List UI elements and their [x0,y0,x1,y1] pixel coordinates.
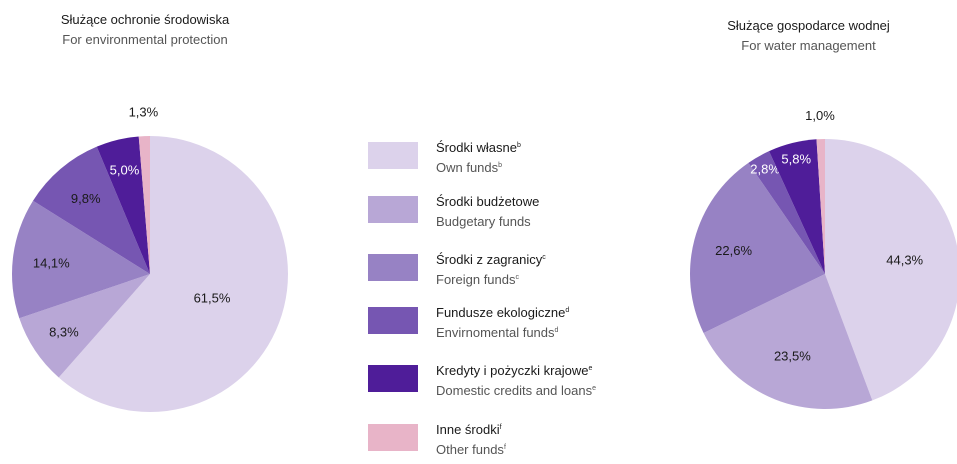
pie-slice-inne-srodki [138,136,150,274]
left-chart-title: Służące ochronie środowiska For environm… [0,10,290,50]
pie-slice-srodki-wlasne [825,139,957,401]
legend-label-en: Other funds [436,442,504,457]
legend-footnote: d [554,327,559,334]
legend-item-budgetary-funds: Środki budżetowe Budgetary funds [368,192,628,232]
legend-footnote: c [515,274,520,281]
left-chart-title-pl: Służące ochronie środowiska [60,12,230,27]
pie-slice-srodki-budzetowe [703,274,873,409]
legend-label-pl: Inne środki [436,422,500,437]
legend-label-pl: Fundusze ekologiczne [436,305,566,320]
legend-footnote: b [516,142,521,149]
legend-label-pl: Kredyty i pożyczki krajowe [436,363,589,378]
legend-label-pl: Środki własne [436,140,517,155]
legend-item-own-funds: Środki własneb Own fundsb [368,138,628,178]
legend-footnote: f [503,444,506,451]
legend-footnote: f [499,424,502,431]
pie-label-srodki-z-zagranicy: 14,1% [33,256,70,271]
legend-label-en: Envirnomental funds [436,325,555,340]
pie-label-fundusze-ekologiczne: 2,8% [750,161,780,176]
legend-footnote: c [542,254,546,261]
legend-label-en: Domestic credits and loans [436,383,593,398]
legend-swatch-domestic-credits [368,365,418,392]
pie-slice-fundusze-ekologiczne [33,146,150,274]
legend-swatch-other-funds [368,424,418,451]
pie-slice-kredyty-i-pozyczki-krajowe [96,136,150,274]
legend-item-domestic-credits: Kredyty i pożyczki krajowee Domestic cre… [368,361,628,401]
pie-slice-srodki-z-zagranicy [689,162,825,334]
legend-item-foreign-funds: Środki z zagranicyc Foreign fundsc [368,250,628,290]
legend-swatch-budgetary-funds [368,196,418,223]
pie-label-kredyty-i-pozyczki-krajowe: 5,0% [110,162,140,177]
pie-label-fundusze-ekologiczne: 9,8% [71,191,101,206]
legend-label-en: Foreign funds [436,272,516,287]
pie-label-srodki-budzetowe: 8,3% [49,324,79,339]
pie-slice-srodki-budzetowe [19,274,150,378]
environmental-protection-pie-chart: 61,5% 8,3% 14,1% 9,8% 5,0% 1,3% [11,104,288,412]
legend-item-other-funds: Inne środkif Other fundsf [368,420,628,460]
legend-label-en: Own funds [436,160,499,175]
pie-label-srodki-wlasne: 61,5% [194,290,231,305]
left-chart-title-en: For environmental protection [62,32,228,47]
pie-label-srodki-z-zagranicy: 22,6% [715,243,752,258]
pie-slice-srodki-wlasne [58,136,288,412]
legend-label-pl: Środki budżetowe [436,194,540,209]
pie-label-kredyty-i-pozyczki-krajowe: 5,8% [781,152,811,167]
legend-label-en: Budgetary funds [436,214,531,229]
pie-label-srodki-wlasne: 44,3% [886,253,923,268]
pie-label-inne-srodki: 1,0% [805,108,835,123]
legend-swatch-environmental-funds [368,307,418,334]
legend-item-environmental-funds: Fundusze ekologiczned Envirnomental fund… [368,303,628,343]
legend-footnote: e [592,385,596,392]
pie-slice-inne-srodki [816,139,825,274]
pie-slice-kredyty-i-pozyczki-krajowe [769,139,825,274]
pie-label-srodki-budzetowe: 23,5% [774,349,811,364]
legend-label-pl: Środki z zagranicy [436,252,543,267]
right-chart-title-pl: Służące gospodarce wodnej [727,18,890,33]
right-chart-title-en: For water management [741,38,876,53]
pie-label-inne-srodki: 1,3% [129,104,159,119]
legend-footnote: b [498,162,503,169]
pie-slice-srodki-z-zagranicy [11,200,151,319]
water-management-pie-chart: 44,3% 23,5% 22,6% 2,8%5,8% 1,0% [689,108,957,409]
pie-slice-fundusze-ekologiczne [748,151,825,274]
legend-swatch-foreign-funds [368,254,418,281]
right-chart-title: Służące gospodarce wodnej For water mana… [660,16,957,56]
legend-footnote: d [565,307,570,314]
legend-swatch-own-funds [368,142,418,169]
legend-footnote: e [588,365,593,372]
